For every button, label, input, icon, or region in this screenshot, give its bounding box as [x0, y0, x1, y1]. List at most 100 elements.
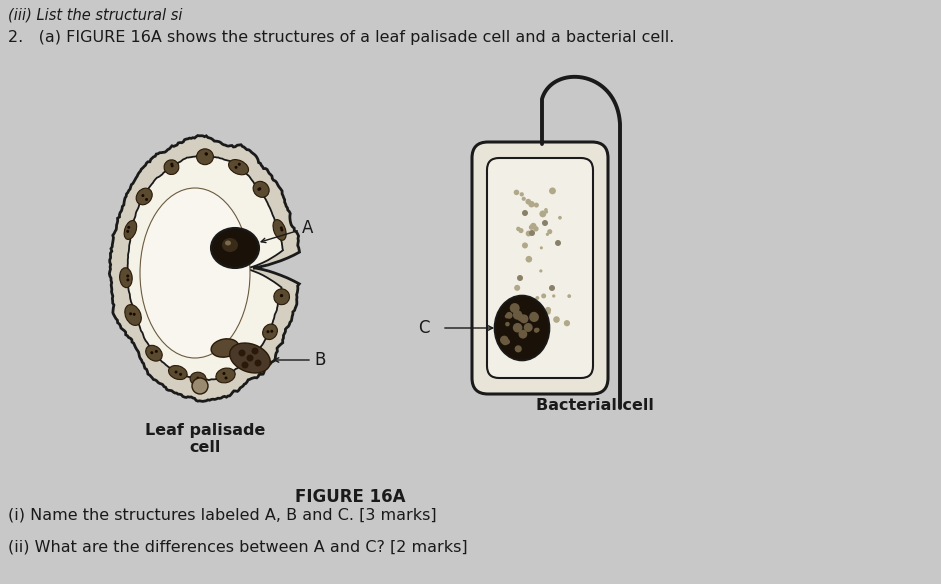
- Circle shape: [542, 220, 548, 226]
- Ellipse shape: [146, 345, 162, 361]
- Text: Leaf palisade
cell: Leaf palisade cell: [145, 423, 265, 456]
- Circle shape: [518, 330, 527, 339]
- Polygon shape: [109, 135, 299, 401]
- Circle shape: [529, 225, 534, 230]
- FancyBboxPatch shape: [487, 158, 593, 378]
- Circle shape: [535, 296, 539, 300]
- Text: Bacterial cell: Bacterial cell: [536, 398, 654, 413]
- Ellipse shape: [230, 343, 270, 373]
- Circle shape: [513, 310, 522, 319]
- Circle shape: [558, 216, 562, 220]
- Circle shape: [192, 378, 208, 394]
- Polygon shape: [127, 156, 283, 380]
- Text: 2.   (a) FIGURE 16A shows the structures of a leaf palisade cell and a bacterial: 2. (a) FIGURE 16A shows the structures o…: [8, 30, 675, 45]
- Ellipse shape: [124, 221, 136, 239]
- Circle shape: [247, 355, 250, 358]
- Circle shape: [530, 312, 537, 319]
- Circle shape: [205, 152, 208, 155]
- Circle shape: [546, 232, 549, 236]
- Circle shape: [259, 187, 262, 190]
- Circle shape: [526, 231, 532, 237]
- Text: C: C: [419, 319, 430, 337]
- Circle shape: [539, 269, 542, 273]
- Circle shape: [513, 323, 522, 332]
- Ellipse shape: [229, 159, 248, 175]
- Circle shape: [528, 201, 534, 207]
- Circle shape: [544, 315, 548, 319]
- Circle shape: [525, 199, 531, 204]
- Ellipse shape: [164, 160, 179, 175]
- Circle shape: [127, 226, 130, 229]
- Circle shape: [511, 307, 517, 312]
- Text: FIGURE 16A: FIGURE 16A: [295, 488, 406, 506]
- Circle shape: [548, 229, 552, 234]
- Circle shape: [552, 294, 555, 298]
- Circle shape: [151, 351, 153, 354]
- Circle shape: [507, 299, 513, 305]
- Circle shape: [546, 310, 550, 315]
- Circle shape: [505, 312, 513, 319]
- Circle shape: [195, 379, 199, 382]
- Circle shape: [555, 240, 561, 246]
- Circle shape: [518, 314, 524, 321]
- Circle shape: [514, 285, 520, 291]
- Circle shape: [254, 360, 262, 367]
- Circle shape: [519, 192, 524, 196]
- Circle shape: [515, 345, 522, 352]
- Circle shape: [170, 164, 174, 168]
- Ellipse shape: [253, 181, 269, 197]
- Ellipse shape: [274, 289, 290, 305]
- Circle shape: [500, 336, 508, 344]
- FancyBboxPatch shape: [472, 142, 608, 394]
- Ellipse shape: [273, 220, 286, 240]
- Circle shape: [567, 294, 571, 298]
- Circle shape: [129, 312, 132, 315]
- Circle shape: [197, 377, 199, 380]
- Circle shape: [510, 303, 519, 313]
- Ellipse shape: [136, 188, 152, 205]
- Circle shape: [502, 338, 509, 345]
- Ellipse shape: [140, 188, 250, 358]
- Circle shape: [238, 163, 241, 166]
- Circle shape: [280, 294, 283, 297]
- Circle shape: [521, 197, 526, 201]
- Circle shape: [564, 320, 570, 326]
- Circle shape: [279, 294, 283, 297]
- Circle shape: [541, 293, 546, 298]
- Text: B: B: [314, 351, 326, 369]
- Circle shape: [544, 208, 548, 211]
- Text: A: A: [302, 219, 313, 237]
- Circle shape: [510, 313, 514, 317]
- Circle shape: [517, 275, 523, 281]
- Circle shape: [155, 350, 158, 353]
- Circle shape: [126, 279, 129, 281]
- Circle shape: [126, 230, 129, 233]
- Ellipse shape: [222, 238, 238, 252]
- Ellipse shape: [243, 352, 259, 366]
- Circle shape: [170, 163, 173, 166]
- Circle shape: [525, 256, 533, 263]
- Ellipse shape: [263, 324, 278, 339]
- Circle shape: [545, 307, 551, 313]
- Text: (ii) What are the differences between A and C? [2 marks]: (ii) What are the differences between A …: [8, 540, 468, 555]
- Circle shape: [518, 228, 523, 233]
- Circle shape: [251, 347, 259, 354]
- Circle shape: [517, 315, 523, 321]
- Circle shape: [247, 354, 253, 361]
- Circle shape: [534, 203, 539, 207]
- Circle shape: [535, 328, 539, 332]
- Circle shape: [222, 372, 226, 375]
- Circle shape: [145, 198, 148, 201]
- Text: (iii) List the structural si: (iii) List the structural si: [8, 8, 183, 23]
- Circle shape: [126, 274, 129, 277]
- Circle shape: [266, 330, 269, 333]
- Circle shape: [234, 166, 237, 169]
- Circle shape: [530, 223, 536, 229]
- Ellipse shape: [190, 372, 206, 385]
- Circle shape: [540, 246, 543, 249]
- Ellipse shape: [215, 368, 235, 383]
- Circle shape: [204, 152, 208, 155]
- Circle shape: [524, 323, 533, 332]
- Circle shape: [247, 359, 250, 362]
- Ellipse shape: [211, 228, 259, 268]
